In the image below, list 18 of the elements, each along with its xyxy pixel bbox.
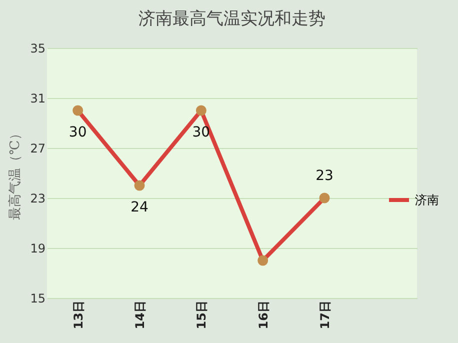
y-tick-label: 23 — [30, 192, 46, 206]
y-tick-label: 31 — [30, 92, 46, 106]
data-label: 30 — [68, 124, 87, 140]
data-label: 30 — [192, 124, 210, 140]
data-label: 24 — [130, 200, 148, 216]
legend-label: 济南 — [415, 193, 439, 207]
y-axis-title: 最高气温（℃） — [7, 127, 24, 220]
x-tick-label: 14日 — [133, 300, 147, 330]
y-tick-label: 15 — [30, 292, 46, 306]
y-tick-label: 27 — [30, 142, 46, 156]
x-tick-label: 16日 — [256, 300, 270, 330]
chart-title: 济南最高气温实况和走势 — [138, 9, 326, 29]
y-tick-label: 19 — [30, 242, 46, 256]
data-label: 23 — [316, 168, 334, 184]
x-tick-label: 17日 — [318, 300, 332, 330]
x-tick-label: 13日 — [71, 300, 86, 330]
y-tick-label: 35 — [30, 42, 46, 56]
x-tick-label: 15日 — [194, 300, 209, 330]
